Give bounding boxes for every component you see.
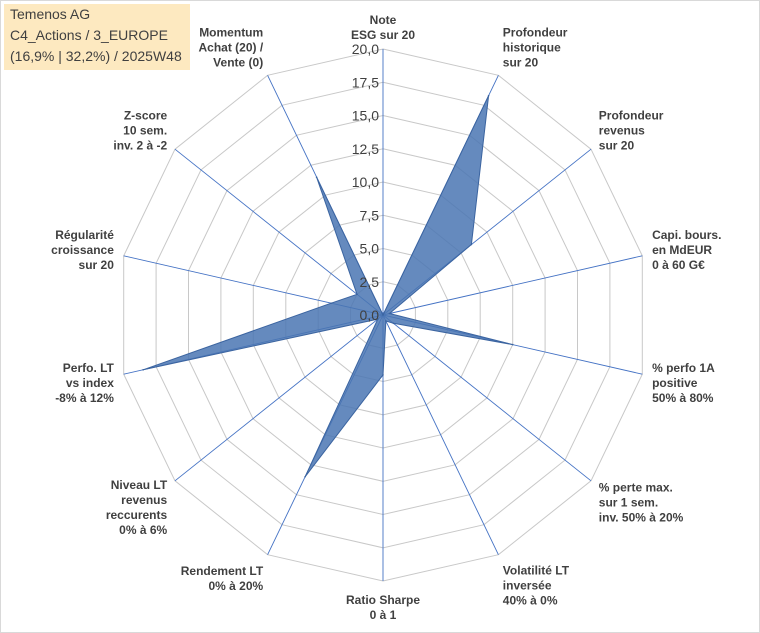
data-point xyxy=(377,318,379,320)
tick-label: 15,0 xyxy=(352,108,379,124)
axis-label: Momentum Achat (20) / Vente (0) xyxy=(199,26,264,70)
data-point xyxy=(511,343,514,346)
axis-spoke xyxy=(174,148,384,316)
radar-axis-labels: Note ESG sur 20 Profondeur historique sur 20… xyxy=(51,13,721,622)
data-point xyxy=(382,314,384,316)
axis-label: Capi. bours. en MdEUR 0 à 60 G€ xyxy=(652,228,721,272)
tick-label: 7,5 xyxy=(360,207,380,223)
axis-label: % perte max. sur 1 sem. inv. 50% à 20% xyxy=(599,481,684,525)
tick-label: 2,5 xyxy=(360,274,380,290)
tick-label: 5,0 xyxy=(360,241,380,257)
axis-label: Régularité croissance sur 20 xyxy=(51,228,114,272)
tick-label: 20,0 xyxy=(352,41,379,57)
axis-spoke xyxy=(174,314,384,482)
data-point xyxy=(385,320,387,322)
series-area xyxy=(142,95,513,478)
axis-label: Niveau LT revenus reccurents 0% à 6% xyxy=(106,478,168,537)
axis-label: Note ESG sur 20 xyxy=(351,13,415,42)
data-point xyxy=(392,322,395,325)
data-point xyxy=(388,312,391,315)
radar-tick-labels: 0,0 2,5 5,0 7,5 10,0 12,5 15,0 17,5 20,0 xyxy=(352,41,379,323)
axis-spoke xyxy=(382,255,643,316)
axis-label: Z-score 10 sem. inv. 2 à -2 xyxy=(113,108,167,152)
radar-series xyxy=(142,94,514,478)
title-stats: (16,9% | 32,2%) / 2025W48 xyxy=(10,48,182,64)
axis-label: Ratio Sharpe 0 à 1 xyxy=(346,593,420,622)
tick-label: 17,5 xyxy=(352,74,379,90)
data-point xyxy=(142,369,144,371)
data-point xyxy=(487,94,490,97)
data-point xyxy=(356,293,358,296)
title-company: Temenos AG xyxy=(10,6,91,22)
axis-spoke xyxy=(382,314,499,555)
axis-label: Profondeur revenus sur 20 xyxy=(599,108,664,152)
tick-label: 12,5 xyxy=(352,141,379,157)
tick-label: 10,0 xyxy=(352,174,379,190)
axis-label: % perfo 1A positive 50% à 80% xyxy=(652,361,715,405)
axis-label: Volatilité LT inversée 40% à 0% xyxy=(503,563,570,607)
tick-label: 0,0 xyxy=(360,307,380,323)
axis-spoke xyxy=(382,314,592,482)
data-point xyxy=(304,476,306,478)
axis-label: Rendement LT 0% à 20% xyxy=(181,564,264,593)
axis-label: Perfo. LT vs index -8% à 12% xyxy=(55,361,114,405)
title-category: C4_Actions / 3_EUROPE xyxy=(10,27,168,43)
chart-title-box: Temenos AG C4_Actions / 3_EUROPE (16,9% … xyxy=(4,4,190,70)
axis-label: Profondeur historique sur 20 xyxy=(503,26,568,70)
data-point xyxy=(470,243,473,246)
data-point xyxy=(382,374,384,376)
data-point xyxy=(330,302,332,305)
data-point xyxy=(315,176,318,178)
